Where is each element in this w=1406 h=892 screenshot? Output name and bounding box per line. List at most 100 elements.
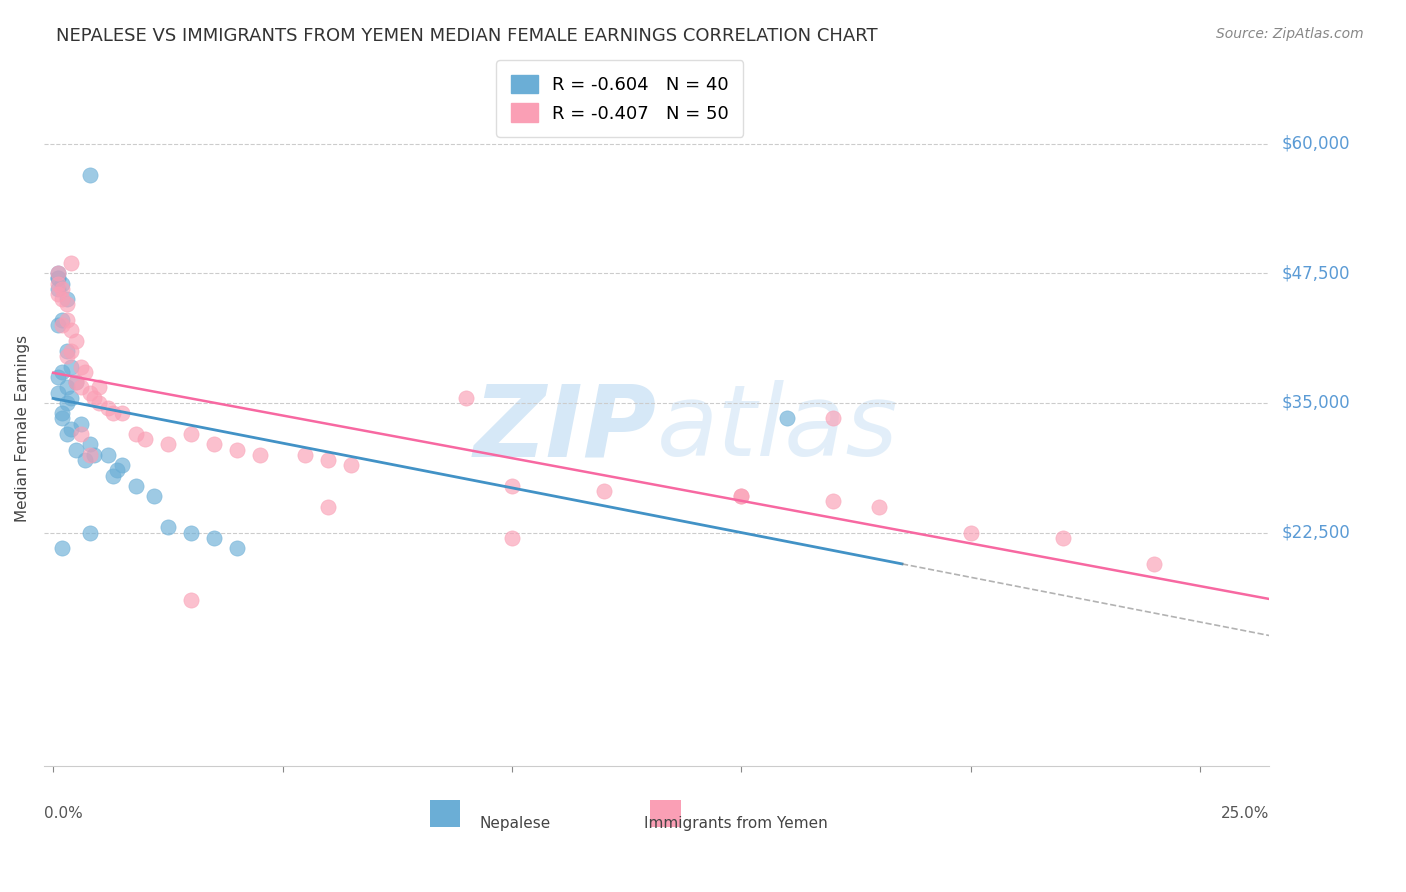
Point [143,489,166,503]
Point [202,437,225,451]
Point [46,385,69,400]
Point [46,277,69,291]
Point [340,458,363,472]
Point [69,380,91,394]
Point [180,593,202,607]
Point [730,489,752,503]
Point [51,277,73,291]
Point [225,541,247,555]
Point [46,271,69,285]
Point [111,406,134,420]
Bar [651,799,681,827]
Point [51,282,73,296]
Text: ZIP: ZIP [474,380,657,477]
Text: NEPALESE VS IMMIGRANTS FROM YEMEN MEDIAN FEMALE EARNINGS CORRELATION CHART: NEPALESE VS IMMIGRANTS FROM YEMEN MEDIAN… [56,27,877,45]
Text: $60,000: $60,000 [1281,135,1350,153]
Point [249,448,271,462]
Point [60,422,83,436]
Point [56,292,79,306]
Point [79,385,101,400]
Point [60,256,83,270]
Point [56,313,79,327]
Point [75,365,97,379]
Point [101,468,124,483]
Point [46,282,69,296]
Point [454,391,477,405]
Point [101,406,124,420]
Point [294,448,316,462]
Point [501,531,523,545]
Point [65,442,87,457]
Point [60,391,83,405]
Point [51,313,73,327]
Point [65,375,87,389]
Point [79,525,101,540]
Point [56,344,79,359]
Text: 25.0%: 25.0% [1220,806,1270,822]
Point [97,401,120,416]
Point [501,479,523,493]
Point [83,448,105,462]
Point [318,500,340,514]
Point [56,427,79,442]
Point [69,427,91,442]
Text: 0.0%: 0.0% [44,806,83,822]
Point [51,411,73,425]
Point [97,448,120,462]
Point [69,359,91,374]
Legend: R = -0.604   N = 40, R = -0.407   N = 50: R = -0.604 N = 40, R = -0.407 N = 50 [496,61,744,137]
Point [868,500,890,514]
Point [960,525,983,540]
Point [75,453,97,467]
Point [318,453,340,467]
Point [60,359,83,374]
Point [46,266,69,280]
Point [56,349,79,363]
Point [105,463,128,477]
Point [180,427,202,442]
Bar [430,799,461,827]
Point [111,458,134,472]
Text: Source: ZipAtlas.com: Source: ZipAtlas.com [1216,27,1364,41]
Point [124,479,146,493]
Point [776,411,799,425]
Point [79,448,101,462]
Point [60,323,83,337]
Point [87,380,110,394]
Point [83,391,105,405]
Point [51,318,73,332]
Point [51,292,73,306]
Text: Immigrants from Yemen: Immigrants from Yemen [644,816,828,831]
Point [156,437,179,451]
Point [46,287,69,301]
Point [134,432,156,446]
Point [79,437,101,451]
Point [180,525,202,540]
Text: $47,500: $47,500 [1281,264,1350,282]
Point [46,318,69,332]
Point [46,370,69,384]
Point [69,417,91,431]
Point [51,541,73,555]
Point [60,344,83,359]
Point [1143,557,1166,571]
Point [202,531,225,545]
Point [65,334,87,348]
Text: $35,000: $35,000 [1281,394,1350,412]
Point [225,442,247,457]
Point [87,396,110,410]
Point [56,396,79,410]
Text: atlas: atlas [657,380,898,477]
Point [1052,531,1074,545]
Point [46,266,69,280]
Point [124,427,146,442]
Text: $22,500: $22,500 [1281,524,1350,541]
Point [592,484,614,499]
Point [56,297,79,311]
Y-axis label: Median Female Earnings: Median Female Earnings [15,335,30,523]
Point [823,494,845,508]
Point [46,271,69,285]
Point [51,365,73,379]
Point [823,411,845,425]
Point [65,375,87,389]
